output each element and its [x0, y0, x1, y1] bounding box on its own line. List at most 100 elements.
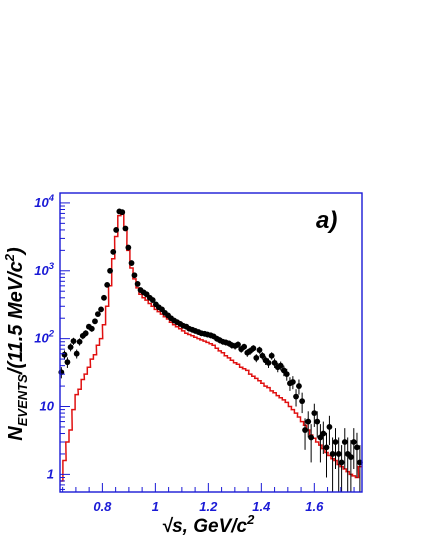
y-tick-label: 10 [40, 399, 55, 414]
data-marker [98, 306, 104, 313]
data-marker [122, 225, 129, 232]
data-point [299, 392, 306, 414]
data-marker [354, 444, 360, 451]
axis-ticks [60, 202, 355, 492]
data-marker [341, 439, 348, 445]
data-point [122, 225, 129, 232]
y-tick-label: 1 [47, 466, 54, 481]
data-points [58, 208, 363, 492]
data-marker [265, 359, 272, 366]
data-marker [293, 393, 299, 400]
data-marker [302, 427, 308, 433]
data-marker [289, 379, 296, 385]
data-marker [70, 338, 77, 345]
data-point [335, 437, 342, 492]
data-marker [332, 439, 339, 445]
data-point [268, 352, 275, 360]
x-tick-label: 1.2 [199, 499, 218, 514]
data-point [88, 325, 95, 332]
data-marker [104, 281, 111, 288]
data-marker [338, 459, 345, 466]
data-point [149, 297, 156, 303]
data-marker [113, 227, 120, 233]
data-point [58, 367, 65, 379]
x-tick-label: 1.4 [252, 499, 271, 514]
data-point [259, 352, 266, 360]
data-point [283, 368, 290, 381]
y-tick-label: 103 [34, 261, 54, 278]
data-point [323, 432, 330, 478]
x-axis-title: √s, GeV/c2 [162, 512, 255, 537]
data-point [235, 341, 241, 348]
x-tick-label: 0.8 [93, 499, 112, 514]
y-tick-label: 104 [34, 193, 54, 210]
data-marker [125, 244, 132, 251]
data-marker [314, 418, 321, 425]
data-point [253, 354, 260, 363]
data-point [134, 281, 141, 287]
data-point [64, 357, 71, 368]
data-marker [88, 325, 95, 332]
data-marker [308, 434, 315, 441]
mc-histogram-line [60, 213, 362, 482]
data-point [125, 244, 132, 251]
data-marker [329, 451, 336, 457]
data-point [289, 376, 296, 390]
plot-frame [59, 192, 363, 493]
data-marker [326, 424, 333, 430]
data-marker [320, 430, 327, 437]
y-axis-title: NEVENTS/(11.5 MeV/c2) [2, 247, 30, 441]
data-marker [131, 272, 138, 279]
data-point [311, 403, 318, 427]
data-marker [92, 318, 98, 325]
data-point [354, 432, 360, 478]
data-marker [101, 294, 107, 301]
data-marker [347, 454, 354, 460]
data-marker [335, 451, 342, 457]
data-point [347, 440, 354, 492]
data-marker [107, 267, 113, 274]
data-marker [134, 281, 141, 287]
data-marker [283, 371, 290, 378]
data-point [332, 428, 339, 470]
data-point [61, 350, 68, 360]
data-point [305, 411, 312, 438]
data-marker [296, 383, 302, 389]
data-point [241, 343, 248, 351]
x-tick-labels: 0.8 1 1.2 1.4 1.6 [93, 499, 324, 514]
data-marker [61, 351, 68, 358]
data-point [113, 227, 120, 233]
data-marker [271, 359, 278, 366]
data-point [338, 445, 345, 492]
data-marker [149, 297, 156, 303]
panel-label: a) [316, 207, 337, 234]
data-point [341, 428, 348, 470]
data-marker [82, 330, 89, 337]
data-marker [323, 444, 330, 451]
data-point [293, 389, 299, 407]
data-point [250, 345, 257, 352]
data-point [70, 337, 77, 345]
data-point [67, 343, 74, 352]
data-marker [350, 439, 357, 445]
data-marker [76, 338, 83, 345]
data-point [73, 349, 80, 359]
data-marker [277, 362, 284, 369]
data-point [131, 272, 138, 279]
data-point [128, 260, 135, 266]
x-tick-label: 1 [152, 499, 159, 514]
data-marker [94, 311, 101, 317]
data-point [308, 424, 315, 463]
data-point [98, 306, 104, 313]
data-marker [259, 352, 266, 359]
data-point [76, 338, 83, 346]
data-marker [119, 209, 126, 216]
data-point [256, 346, 263, 354]
data-point [329, 437, 336, 492]
mc-histogram [60, 213, 362, 482]
data-point [302, 418, 308, 450]
data-point [350, 428, 357, 470]
data-point [119, 209, 126, 216]
data-point [92, 318, 98, 325]
